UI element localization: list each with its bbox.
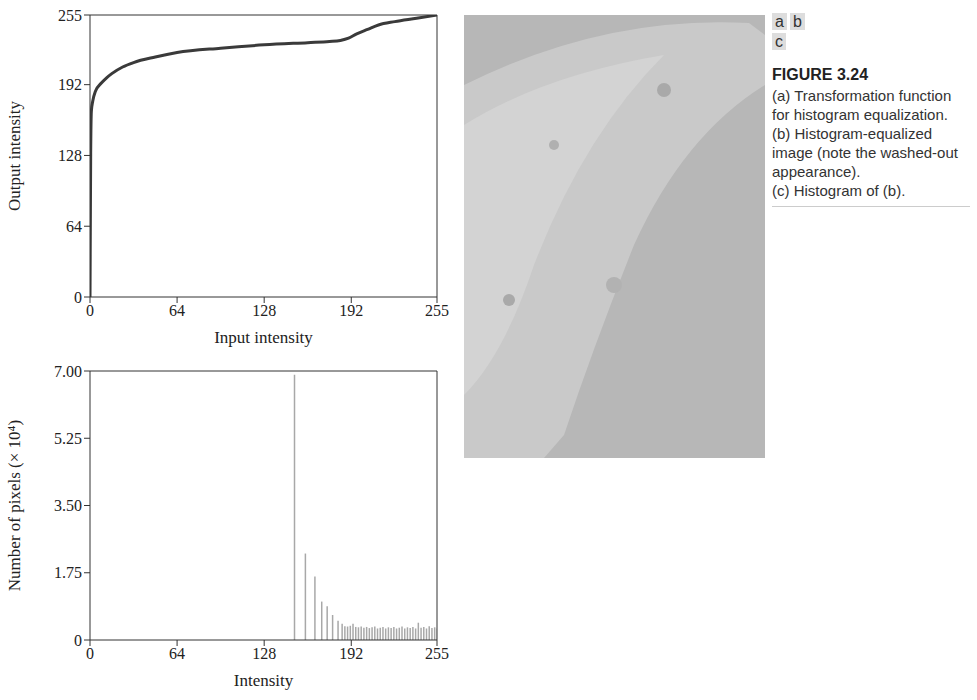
svg-text:192: 192 (339, 645, 363, 662)
svg-text:64: 64 (169, 302, 185, 319)
svg-text:1.75: 1.75 (54, 564, 82, 581)
svg-text:255: 255 (58, 7, 82, 24)
svg-text:3.50: 3.50 (54, 497, 82, 514)
html-text:FIGURE 3.24: FIGURE 3.24 (772, 66, 868, 83)
html-text:b: b (792, 13, 802, 30)
svg-text:7.00: 7.00 (54, 363, 82, 380)
svg-text:0: 0 (74, 632, 82, 649)
svg-text:Number of pixels (× 10⁴): Number of pixels (× 10⁴) (5, 420, 24, 591)
svg-text:Input intensity: Input intensity (214, 328, 313, 347)
html-text:(c) Histogram of (b).: (c) Histogram of (b). (772, 182, 906, 199)
svg-text:255: 255 (425, 302, 449, 319)
html-text:c: c (775, 33, 783, 50)
svg-text:64: 64 (66, 218, 82, 235)
svg-text:0: 0 (86, 302, 94, 319)
svg-text:0: 0 (86, 645, 94, 662)
svg-text:255: 255 (425, 645, 449, 662)
html-text:(a) Transformation function fo: (a) Transformation function for histogra… (772, 87, 952, 123)
svg-text:Intensity: Intensity (234, 671, 294, 690)
svg-text:Output intensity: Output intensity (5, 100, 24, 211)
html-text:a: a (775, 13, 784, 30)
svg-text:64: 64 (169, 645, 185, 662)
svg-text:128: 128 (252, 645, 276, 662)
svg-text:192: 192 (58, 76, 82, 93)
html-text:(b) Histogram-equalized image: (b) Histogram-equalized image (note the … (772, 125, 958, 180)
svg-text:128: 128 (252, 302, 276, 319)
svg-text:192: 192 (339, 302, 363, 319)
svg-text:5.25: 5.25 (54, 430, 82, 447)
svg-text:128: 128 (58, 147, 82, 164)
svg-text:0: 0 (74, 289, 82, 306)
